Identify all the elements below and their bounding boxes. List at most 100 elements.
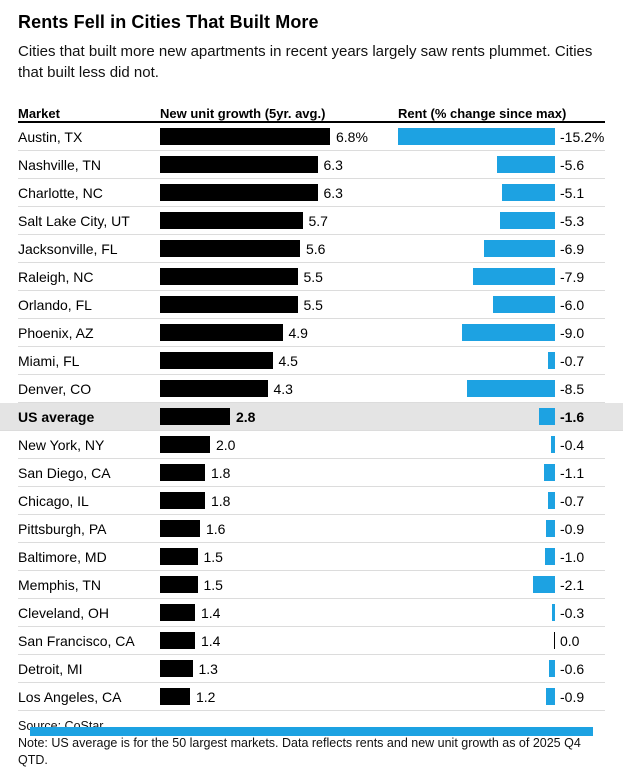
- rent-bar: [473, 268, 555, 286]
- rent-bar-zone: [398, 576, 555, 594]
- growth-bar: [160, 268, 298, 286]
- chart-rows: Austin, TX 6.8% -15.2% Nashville, TN 6.3 -5.6…: [0, 123, 623, 712]
- table-row: US average 2.8 -1.6: [0, 403, 623, 432]
- rent-cell: -6.0: [398, 296, 605, 314]
- rent-cell: -1.0: [398, 548, 605, 566]
- rent-value: -7.9: [560, 268, 585, 285]
- rent-cell: -2.1: [398, 576, 605, 594]
- rent-cell: -5.1: [398, 184, 605, 202]
- growth-value: 1.5: [203, 576, 223, 593]
- chart-subtitle: Cities that built more new apartments in…: [18, 42, 593, 82]
- growth-bar: [160, 548, 198, 566]
- rent-bar-zone: [398, 492, 555, 510]
- growth-cell: 5.6: [160, 240, 398, 258]
- rent-bar: [398, 128, 555, 146]
- growth-bar: [160, 380, 268, 398]
- rent-bar-zone: [398, 296, 555, 314]
- growth-cell: 1.3: [160, 660, 398, 678]
- rent-bar: [547, 352, 555, 370]
- rent-bar-zone: [398, 268, 555, 286]
- growth-value: 5.7: [308, 212, 328, 229]
- rent-bar-zone: [398, 464, 555, 482]
- rent-value: -1.6: [560, 408, 585, 425]
- growth-value: 6.8%: [336, 128, 368, 145]
- market-label: Charlotte, NC: [18, 184, 103, 201]
- market-label: Chicago, IL: [18, 492, 89, 509]
- rent-bar: [543, 464, 555, 482]
- growth-bar: [160, 660, 193, 678]
- growth-cell: 1.5: [160, 576, 398, 594]
- growth-bar: [160, 520, 200, 538]
- rent-cell: -6.9: [398, 240, 605, 258]
- growth-value: 1.4: [201, 632, 221, 649]
- table-row: New York, NY 2.0 -0.4: [18, 431, 605, 460]
- rent-cell: -1.1: [398, 464, 605, 482]
- rent-cell: -0.9: [398, 520, 605, 538]
- market-label: Orlando, FL: [18, 296, 92, 313]
- rent-value: -0.9: [560, 688, 585, 705]
- rent-cell: -0.6: [398, 660, 605, 678]
- rent-cell: -1.6: [398, 408, 605, 426]
- rent-bar: [502, 184, 555, 202]
- growth-bar: [160, 688, 190, 706]
- growth-value: 1.5: [203, 548, 223, 565]
- table-row: Nashville, TN 6.3 -5.6: [18, 151, 605, 180]
- rent-value: -15.2%: [560, 128, 605, 145]
- growth-value: 4.9: [288, 324, 308, 341]
- market-label: Jacksonville, FL: [18, 240, 118, 257]
- table-row: Pittsburgh, PA 1.6 -0.9: [18, 515, 605, 544]
- rent-bar: [467, 380, 555, 398]
- table-row: Austin, TX 6.8% -15.2%: [18, 123, 605, 152]
- rent-cell: -0.3: [398, 604, 605, 622]
- growth-value: 5.5: [303, 268, 323, 285]
- rent-bar-zone: [398, 632, 555, 650]
- growth-value: 4.5: [278, 352, 298, 369]
- zero-baseline-tick: [553, 632, 555, 650]
- rent-bar-zone: [398, 436, 555, 454]
- growth-cell: 6.8%: [160, 128, 398, 146]
- rent-value: -2.1: [560, 576, 585, 593]
- growth-cell: 1.4: [160, 604, 398, 622]
- growth-cell: 2.8: [160, 408, 398, 426]
- growth-cell: 5.7: [160, 212, 398, 230]
- growth-cell: 1.2: [160, 688, 398, 706]
- growth-bar: [160, 128, 330, 146]
- table-row: Baltimore, MD 1.5 -1.0: [18, 543, 605, 572]
- table-row: Raleigh, NC 5.5 -7.9: [18, 263, 605, 292]
- market-label: Memphis, TN: [18, 576, 101, 593]
- growth-bar: [160, 464, 205, 482]
- rent-cell: -0.7: [398, 492, 605, 510]
- rent-bar-zone: [398, 212, 555, 230]
- growth-bar: [160, 604, 195, 622]
- market-label: US average: [18, 408, 95, 425]
- rent-cell: -15.2%: [398, 128, 605, 146]
- growth-cell: 4.3: [160, 380, 398, 398]
- table-row: Phoenix, AZ 4.9 -9.0: [18, 319, 605, 348]
- table-row: Chicago, IL 1.8 -0.7: [18, 487, 605, 516]
- table-row: Detroit, MI 1.3 -0.6: [18, 655, 605, 684]
- growth-bar: [160, 408, 230, 426]
- table-row: Miami, FL 4.5 -0.7: [18, 347, 605, 376]
- rent-value: -0.3: [560, 604, 585, 621]
- rent-cell: -5.6: [398, 156, 605, 174]
- market-label: Baltimore, MD: [18, 548, 107, 565]
- growth-bar: [160, 436, 210, 454]
- chart-footer: Source: CoStar Note: US average is for t…: [18, 718, 605, 769]
- table-row: Los Angeles, CA 1.2 -0.9: [18, 683, 605, 712]
- table-row: Denver, CO 4.3 -8.5: [18, 375, 605, 404]
- growth-bar: [160, 352, 273, 370]
- rent-value: -0.7: [560, 352, 585, 369]
- rent-bar-zone: [398, 408, 555, 426]
- rent-bar: [493, 296, 555, 314]
- growth-value: 5.6: [306, 240, 326, 257]
- rent-value: -5.6: [560, 156, 585, 173]
- growth-value: 4.3: [273, 380, 293, 397]
- rent-cell: -7.9: [398, 268, 605, 286]
- rent-value: -0.4: [560, 436, 585, 453]
- rent-bar: [544, 548, 555, 566]
- rent-bar-zone: [398, 156, 555, 174]
- table-row: Cleveland, OH 1.4 -0.3: [18, 599, 605, 628]
- growth-bar: [160, 212, 303, 230]
- growth-cell: 1.8: [160, 464, 398, 482]
- rent-bar: [545, 520, 555, 538]
